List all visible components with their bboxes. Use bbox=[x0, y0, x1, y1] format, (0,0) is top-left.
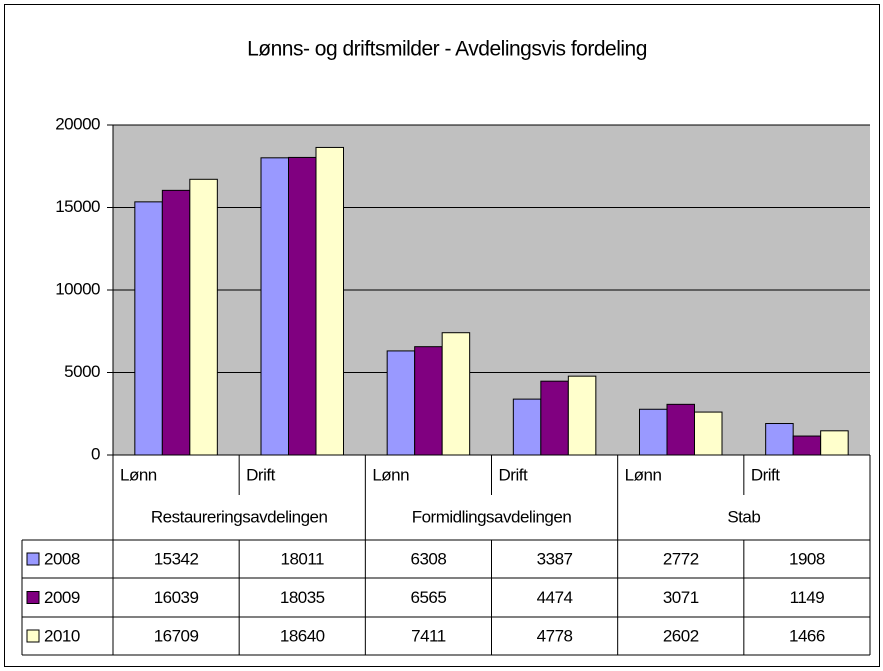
legend-label: 2009 bbox=[44, 588, 80, 607]
y-tick-label: 15000 bbox=[55, 197, 100, 216]
bar bbox=[288, 156, 317, 456]
bar bbox=[189, 178, 218, 456]
table-value: 16709 bbox=[154, 626, 199, 645]
table-value: 3387 bbox=[537, 549, 573, 568]
legend-key bbox=[26, 591, 40, 604]
table-value: 1466 bbox=[789, 626, 825, 645]
table-value: 1149 bbox=[790, 588, 825, 607]
category-label: Lønn bbox=[120, 465, 157, 484]
bar bbox=[441, 332, 471, 456]
bar bbox=[161, 189, 191, 456]
table-value: 6308 bbox=[411, 549, 447, 568]
legend-key bbox=[26, 552, 40, 566]
bar bbox=[540, 380, 569, 456]
bar bbox=[134, 201, 163, 456]
bar bbox=[694, 411, 723, 456]
table-value: 7411 bbox=[411, 626, 446, 645]
table-value: 2772 bbox=[663, 549, 699, 568]
group-label: Formidlingsavdelingen bbox=[412, 507, 572, 526]
bar bbox=[512, 398, 542, 456]
category-label: Lønn bbox=[372, 465, 409, 484]
legend-label: 2008 bbox=[44, 549, 80, 568]
table-value: 16039 bbox=[154, 588, 199, 607]
legend-key bbox=[26, 629, 40, 643]
bar bbox=[386, 350, 416, 456]
bar bbox=[414, 346, 443, 456]
category-label: Lønn bbox=[625, 465, 662, 484]
y-tick-label: 5000 bbox=[64, 362, 100, 381]
y-tick-label: 10000 bbox=[55, 279, 100, 298]
group-label: Stab bbox=[727, 507, 760, 526]
table-value: 15342 bbox=[154, 549, 199, 568]
bar bbox=[639, 408, 668, 456]
y-tick-label: 0 bbox=[91, 444, 100, 463]
group-label: Restaureringsavdelingen bbox=[151, 507, 328, 526]
category-label: Drift bbox=[499, 465, 528, 484]
bar bbox=[666, 403, 695, 456]
y-tick-label: 20000 bbox=[55, 114, 100, 133]
bar bbox=[260, 157, 289, 456]
chart-title: Lønns- og driftsmilder - Avdelingsvis fo… bbox=[247, 38, 647, 61]
bar bbox=[315, 146, 344, 456]
category-label: Drift bbox=[751, 465, 780, 484]
table-value: 1908 bbox=[789, 549, 825, 568]
bar bbox=[820, 430, 849, 456]
table-value: 18011 bbox=[280, 549, 324, 568]
bar bbox=[765, 423, 794, 456]
bar bbox=[792, 435, 822, 456]
bar bbox=[567, 375, 597, 456]
category-label: Drift bbox=[246, 465, 275, 484]
table-value: 2602 bbox=[663, 626, 699, 645]
legend-label: 2010 bbox=[44, 626, 80, 645]
table-value: 3071 bbox=[663, 588, 699, 607]
table-value: 4474 bbox=[537, 588, 573, 607]
table-value: 18640 bbox=[280, 626, 325, 645]
table-value: 4778 bbox=[537, 626, 573, 645]
table-value: 18035 bbox=[280, 588, 325, 607]
table-value: 6565 bbox=[411, 588, 447, 607]
